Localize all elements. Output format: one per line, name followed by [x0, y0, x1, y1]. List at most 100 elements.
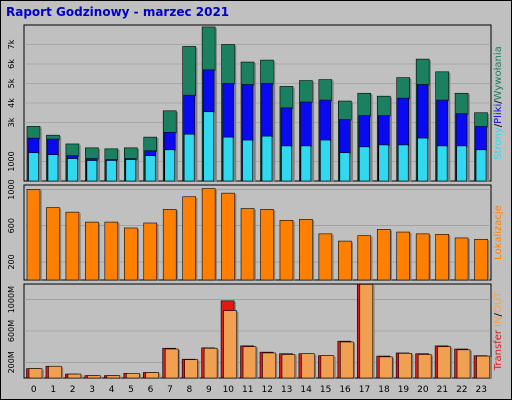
- side-legend-part: /: [493, 123, 504, 127]
- page-title: Raport Godzinowy - marzec 2021: [6, 5, 230, 19]
- x-tick-label-2: 2: [70, 385, 76, 395]
- x-tick-label-8: 8: [187, 385, 193, 395]
- bar-sites-10: [221, 192, 235, 281]
- bar-sites-19: [396, 231, 411, 281]
- bar-wywołania-5: [125, 159, 137, 182]
- y-tick-label: 600M: [7, 320, 16, 342]
- bar-out-22: [456, 349, 471, 379]
- side-legend-part: Strony: [493, 127, 504, 160]
- side-legend-part: OUT: [493, 291, 504, 313]
- bar-sites-20: [415, 233, 430, 281]
- bar-out-4: [106, 375, 121, 379]
- bar-wywołania-23: [475, 149, 487, 182]
- bar-wywołania-15: [320, 139, 331, 182]
- bar-wywołania-3: [86, 160, 98, 182]
- bar-wywołania-13: [281, 145, 292, 182]
- bar-sites-6: [143, 222, 158, 281]
- bar-out-7: [164, 348, 179, 379]
- bar-sites-16: [338, 240, 352, 281]
- bar-out-16: [340, 341, 354, 379]
- x-tick-label-3: 3: [89, 385, 95, 395]
- y-tick-label: 200: [7, 254, 16, 269]
- bar-wywołania-11: [242, 139, 253, 182]
- side-legend-part: Transfer: [493, 329, 504, 371]
- x-tick-label-9: 9: [206, 385, 212, 395]
- y-tick-label: 7k: [7, 39, 16, 49]
- bar-wywołania-14: [300, 145, 312, 182]
- x-tick-label-14: 14: [300, 385, 312, 395]
- bar-out-10: [223, 310, 237, 379]
- bar-wywołania-16: [339, 152, 351, 182]
- bar-wywołania-1: [47, 154, 59, 182]
- y-tick-label: 6k: [7, 59, 16, 69]
- x-tick-label-15: 15: [320, 385, 331, 395]
- bar-sites-11: [240, 208, 255, 281]
- x-tick-label-10: 10: [223, 385, 235, 395]
- x-tick-label-7: 7: [167, 385, 173, 395]
- side-legend: Transfer IN/OUT: [493, 291, 504, 371]
- bar-wywołania-17: [358, 146, 370, 182]
- transfer-panel: 200M 600M 1000M Transfer IN/OUT: [7, 283, 504, 379]
- y-tick-label: 600: [7, 218, 16, 233]
- bar-wywołania-21: [436, 145, 448, 182]
- bar-out-17: [359, 284, 374, 379]
- bar-sites-1: [46, 207, 60, 281]
- bar-wywołania-19: [397, 144, 409, 182]
- bar-sites-3: [85, 221, 99, 281]
- bar-sites-23: [474, 238, 488, 281]
- x-tick-label-20: 20: [417, 385, 429, 395]
- side-legend: Lokalizacje: [493, 205, 504, 260]
- bar-wywołania-18: [378, 144, 390, 182]
- side-legend-part: /: [493, 312, 504, 316]
- y-tick-label: 5k: [7, 78, 16, 88]
- side-legend-part: /: [493, 100, 504, 104]
- bar-out-15: [320, 355, 335, 379]
- bar-out-8: [184, 359, 198, 379]
- side-legend-part: Wywołania: [493, 46, 504, 100]
- x-tick-label-17: 17: [359, 385, 370, 395]
- bar-wywołania-7: [164, 149, 176, 182]
- x-tick-label-18: 18: [378, 385, 390, 395]
- y-tick-label: 3k: [7, 117, 16, 127]
- bar-sites-18: [376, 229, 391, 281]
- bar-out-12: [262, 352, 276, 379]
- bar-wywołania-8: [183, 133, 195, 182]
- bar-out-21: [437, 346, 451, 379]
- bar-sites-7: [162, 209, 177, 281]
- bar-wywołania-22: [456, 145, 467, 182]
- bar-sites-0: [26, 189, 41, 281]
- bar-wywołania-20: [417, 137, 428, 182]
- y-tick-label: 200M: [7, 351, 16, 373]
- bar-wywołania-0: [28, 152, 39, 182]
- bar-out-11: [242, 346, 257, 379]
- bar-out-14: [301, 353, 315, 379]
- bar-out-9: [203, 347, 218, 379]
- x-tick-label-5: 5: [128, 385, 134, 395]
- x-tick-label-1: 1: [50, 385, 56, 395]
- bar-out-3: [87, 375, 101, 379]
- bar-wywołania-4: [106, 160, 117, 182]
- y-tick-label: 1000: [7, 179, 16, 199]
- bar-sites-5: [123, 227, 138, 281]
- bar-sites-17: [357, 235, 372, 281]
- x-tick-label-19: 19: [398, 385, 410, 395]
- side-legend-part: IN: [493, 316, 504, 330]
- x-tick-label-12: 12: [262, 385, 273, 395]
- bar-wywołania-10: [222, 136, 234, 182]
- x-tick-label-22: 22: [456, 385, 467, 395]
- bar-wywołania-2: [67, 158, 78, 182]
- side-legend-part: Lokalizacje: [493, 205, 504, 260]
- bar-out-13: [281, 354, 296, 379]
- bar-out-20: [417, 354, 432, 379]
- bar-out-5: [125, 372, 140, 379]
- sites-panel: 200 600 1000 Lokalizacje: [7, 179, 504, 281]
- bar-out-6: [145, 372, 160, 379]
- x-tick-label-4: 4: [109, 385, 115, 395]
- bar-sites-2: [65, 211, 80, 281]
- side-legend-part: Pliki: [493, 104, 504, 124]
- bar-sites-4: [104, 221, 119, 281]
- x-tick-label-13: 13: [281, 385, 292, 395]
- bar-sites-14: [299, 219, 313, 281]
- bar-out-18: [378, 356, 393, 379]
- y-tick-label: 1000: [7, 151, 16, 171]
